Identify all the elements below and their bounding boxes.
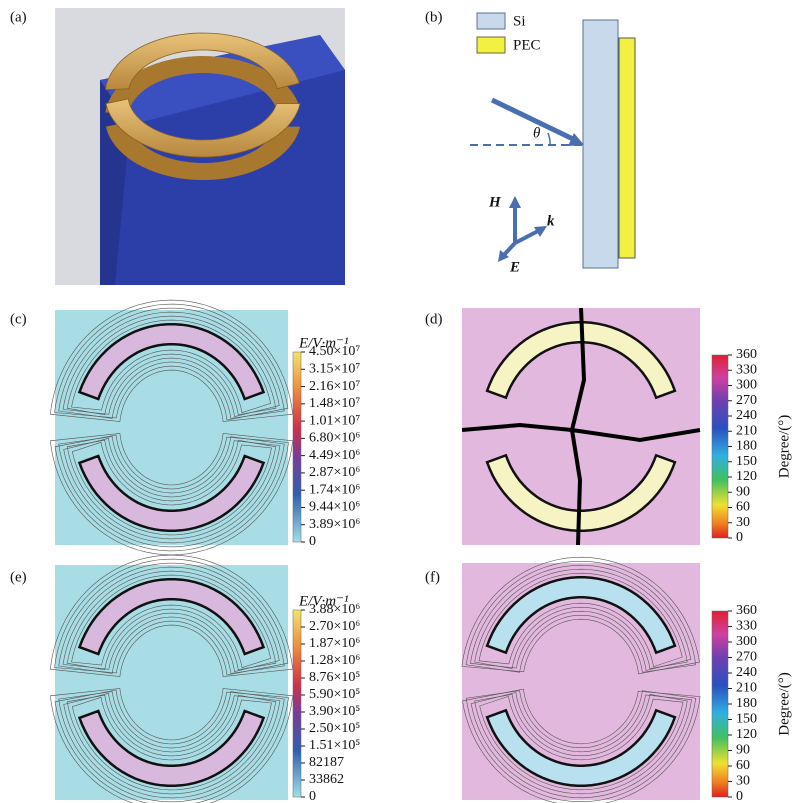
colorbar-tick-label: 5.90×10⁵ [309, 687, 360, 702]
angle-label: θ [533, 125, 541, 141]
colorbar-tick-label: 210 [736, 681, 757, 696]
panel-label: (b) [425, 9, 443, 25]
colorbar-tick-label: 300 [736, 634, 757, 649]
map-e: 3.88×10⁶2.70×10⁶1.87×10⁶1.28×10⁶8.76×10⁵… [50, 555, 360, 803]
axis-label: E [509, 259, 520, 275]
colorbar-tick-label: 1.28×10⁶ [309, 653, 360, 668]
map-f: 3603303002702402101801501209060300Degree… [462, 557, 793, 803]
colorbar-tick-label: 360 [736, 603, 757, 618]
colorbar-title: Degree/(°) [776, 672, 792, 735]
panel-label: (a) [10, 9, 27, 25]
colorbar-tick-label: 330 [736, 362, 757, 377]
colorbar-title: Degree/(°) [776, 415, 792, 478]
colorbar-tick-label: 1.74×10⁶ [309, 482, 360, 497]
colorbar-tick-label: 240 [736, 665, 757, 680]
colorbar-tick-label: 300 [736, 378, 757, 393]
map-d: 3603303002702402101801501209060300Degree… [462, 308, 792, 545]
colorbar-tick-label: 0 [736, 530, 743, 545]
colorbar-tick-label: 30 [736, 515, 750, 530]
colorbar [712, 355, 728, 538]
legend-label: PEC [513, 37, 541, 53]
colorbar [293, 352, 301, 542]
colorbar-tick-label: 82187 [309, 755, 344, 770]
colorbar-title: E/V·m⁻¹ [298, 335, 349, 351]
colorbar-tick-label: 150 [736, 712, 757, 727]
colorbar-tick-label: 1.51×10⁵ [309, 738, 360, 753]
colorbar-title: E/V·m⁻¹ [298, 593, 349, 609]
colorbar-tick-label: 120 [736, 727, 757, 742]
colorbar-tick-label: 180 [736, 439, 757, 454]
colorbar-tick-label: 0 [309, 789, 316, 803]
panel-label: (d) [425, 311, 443, 327]
colorbar-tick-label: 0 [309, 534, 316, 549]
colorbar-tick-label: 60 [736, 500, 750, 515]
colorbar-tick-label: 270 [736, 393, 757, 408]
panel-label: (e) [10, 569, 27, 585]
colorbar-tick-label: 4.49×10⁶ [309, 448, 360, 463]
legend-label: Si [513, 13, 526, 29]
colorbar-tick-label: 1.01×10⁷ [309, 413, 360, 428]
colorbar-tick-label: 2.87×10⁶ [309, 465, 360, 480]
render-a [55, 8, 345, 285]
panel-label: (f) [425, 569, 440, 585]
colorbar-tick-label: 8.76×10⁵ [309, 670, 360, 685]
colorbar-tick-label: 360 [736, 347, 757, 362]
colorbar-tick-label: 120 [736, 469, 757, 484]
colorbar-tick-label: 33862 [309, 772, 344, 787]
colorbar-tick-label: 2.50×10⁵ [309, 721, 360, 736]
colorbar-tick-label: 60 [736, 758, 750, 773]
colorbar-tick-label: 3.89×10⁶ [309, 517, 360, 532]
colorbar-tick-label: 1.48×10⁷ [309, 396, 360, 411]
colorbar-tick-label: 210 [736, 423, 757, 438]
colorbar-tick-label: 330 [736, 619, 757, 634]
colorbar-tick-label: 0 [736, 789, 743, 803]
colorbar-tick-label: 150 [736, 454, 757, 469]
colorbar-tick-label: 3.15×10⁷ [309, 361, 360, 376]
axis-label: k [547, 213, 555, 229]
schematic-b: Si PEC θ H k E [470, 13, 635, 275]
colorbar-tick-label: 90 [736, 484, 750, 499]
colorbar-tick-label: 240 [736, 408, 757, 423]
colorbar-tick-label: 270 [736, 650, 757, 665]
field-maps: 4.50×10⁷3.15×10⁷2.16×10⁷1.48×10⁷1.01×10⁷… [50, 300, 792, 803]
colorbar-tick-label: 180 [736, 696, 757, 711]
colorbar-tick-label: 9.44×10⁶ [309, 500, 360, 515]
colorbar-tick-label: 90 [736, 743, 750, 758]
colorbar-tick-label: 30 [736, 774, 750, 789]
colorbar-tick-label: 6.80×10⁶ [309, 431, 360, 446]
colorbar-tick-label: 2.16×10⁷ [309, 379, 360, 394]
figure: (a) (b) (c) (d) (e) (f) Si PEC θ H k E 4… [0, 0, 796, 803]
axis-label: H [488, 194, 502, 210]
colorbar-tick-label: 1.87×10⁶ [309, 636, 360, 651]
map-c: 4.50×10⁷3.15×10⁷2.16×10⁷1.48×10⁷1.01×10⁷… [50, 300, 360, 555]
colorbar [712, 611, 728, 797]
colorbar-tick-label: 2.70×10⁶ [309, 619, 360, 634]
colorbar [293, 610, 301, 797]
panel-label: (c) [10, 311, 27, 327]
colorbar-tick-label: 3.90×10⁵ [309, 704, 360, 719]
